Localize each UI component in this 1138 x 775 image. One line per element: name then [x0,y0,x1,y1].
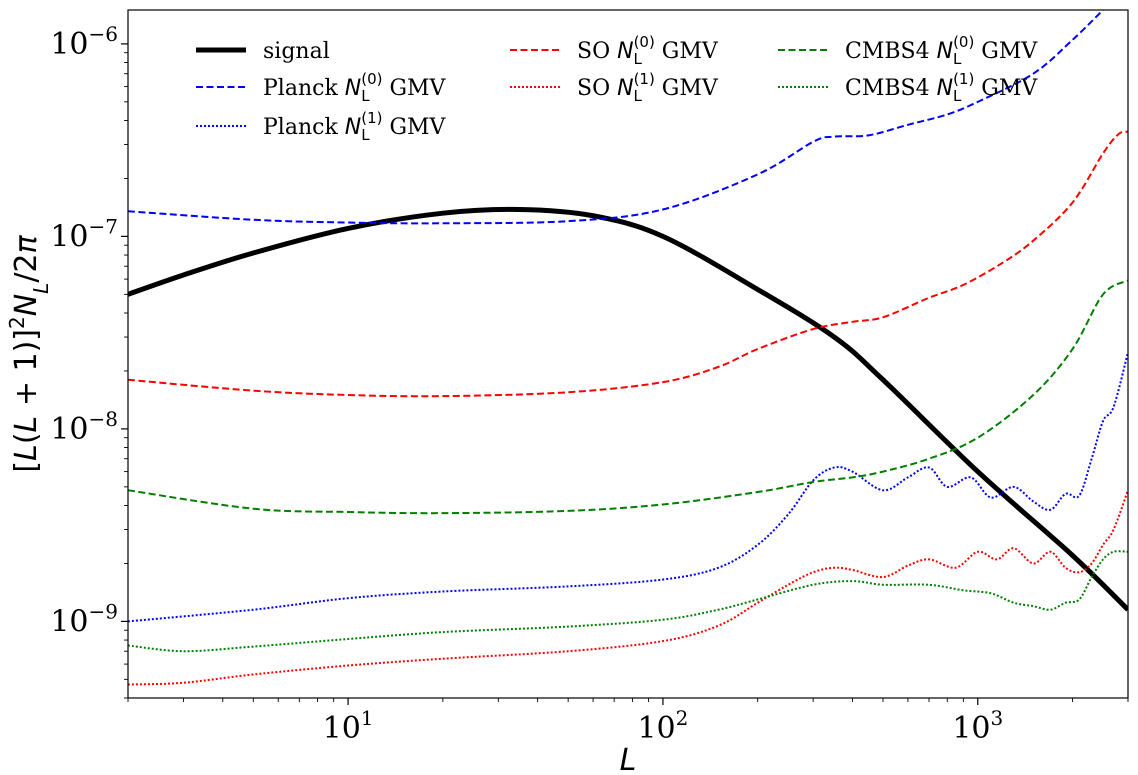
legend-label-6: CMBS4 N(1) L GMV [845,70,1038,105]
y-tick-label: 10−8 [50,407,118,447]
x-tick-label: 103 [952,706,1003,746]
x-axis-label: L [620,743,637,775]
legend-label-5: CMBS4 N(0) L GMV [845,33,1038,68]
legend: signal Planck N(0) L GMV Planck N(1) L GMV SO… [196,33,1038,144]
x-tick-label: 101 [323,706,374,746]
legend-label-1: Planck N(0) L GMV [263,70,447,105]
legend-label-4: SO N(1) L GMV [577,70,719,105]
series-line-1 [128,10,1104,225]
series-line-0 [128,206,1128,612]
y-axis-label: [L(L + 1)]2NL/2π [5,234,53,472]
legend-label-2: Planck N(1) L GMV [263,109,447,144]
legend-label-0: signal [263,39,330,64]
series-layer [128,10,1128,686]
ticks-layer: 101 102 103 10−9 10−8 10−7 10−6 [50,22,1129,746]
y-tick-label: 10−7 [50,214,118,254]
y-tick-label: 10−6 [50,22,118,62]
legend-label-3: SO N(0) L GMV [577,33,719,68]
series-line-6 [128,550,1128,653]
series-line-2 [128,352,1128,623]
series-line-5 [128,279,1128,515]
plot-frame [127,9,1129,699]
series-line-3 [128,130,1128,398]
series-line-4 [128,489,1128,686]
y-tick-label: 10−9 [50,599,118,639]
x-tick-label: 102 [637,706,688,746]
